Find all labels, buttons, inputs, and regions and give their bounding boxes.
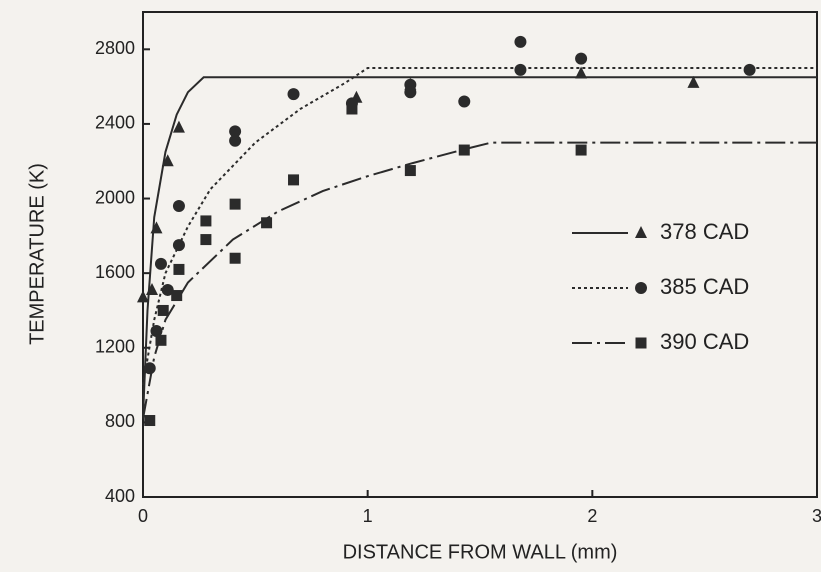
point	[143, 362, 156, 375]
legend-label: 385 CAD	[660, 274, 749, 299]
x-axis-label: DISTANCE FROM WALL (mm)	[343, 541, 618, 563]
point	[575, 66, 588, 79]
legend-marker	[635, 337, 647, 349]
point	[172, 239, 185, 252]
point	[173, 263, 185, 275]
point	[172, 200, 185, 212]
y-tick-label: 400	[105, 486, 135, 506]
point	[150, 324, 163, 337]
point	[346, 103, 358, 115]
plot-frame	[142, 11, 818, 498]
point	[154, 257, 167, 270]
y-tick-label: 2000	[95, 187, 135, 207]
point	[404, 86, 417, 99]
x-tick-label: 1	[363, 506, 373, 526]
model-curve	[142, 66, 817, 386]
y-axis-label: TEMPERATURE (K)	[26, 163, 48, 345]
y-tick-label: 2800	[95, 38, 135, 58]
point	[137, 290, 149, 303]
model-curve	[142, 141, 817, 419]
point	[172, 120, 185, 133]
point	[150, 221, 163, 234]
point	[229, 125, 242, 138]
legend-marker	[635, 226, 647, 238]
point	[687, 75, 700, 88]
point	[200, 234, 212, 246]
point	[229, 134, 242, 147]
point	[575, 144, 587, 156]
point	[575, 52, 588, 65]
point	[288, 174, 300, 186]
point	[171, 290, 183, 302]
point	[161, 283, 174, 296]
point	[157, 304, 169, 316]
x-tick-label: 0	[138, 506, 148, 526]
legend-label: 378 CAD	[660, 219, 749, 244]
point	[404, 165, 416, 177]
point	[229, 252, 241, 264]
y-tick-label: 2400	[95, 113, 135, 133]
y-tick-label: 1200	[95, 337, 135, 357]
x-tick-label: 2	[587, 506, 597, 526]
point	[743, 63, 756, 76]
point	[261, 217, 273, 229]
point	[458, 95, 471, 108]
point	[514, 63, 527, 76]
x-tick-label: 3	[812, 506, 821, 526]
legend-label: 390 CAD	[660, 329, 749, 354]
point	[161, 154, 174, 167]
point	[144, 415, 156, 427]
y-tick-label: 800	[105, 411, 135, 431]
point	[458, 144, 470, 156]
point	[145, 282, 158, 295]
point	[514, 35, 527, 48]
legend-marker	[635, 282, 647, 294]
point	[155, 334, 167, 346]
point	[229, 198, 241, 210]
y-tick-label: 1600	[95, 262, 135, 282]
point	[200, 215, 212, 227]
point	[287, 88, 300, 101]
